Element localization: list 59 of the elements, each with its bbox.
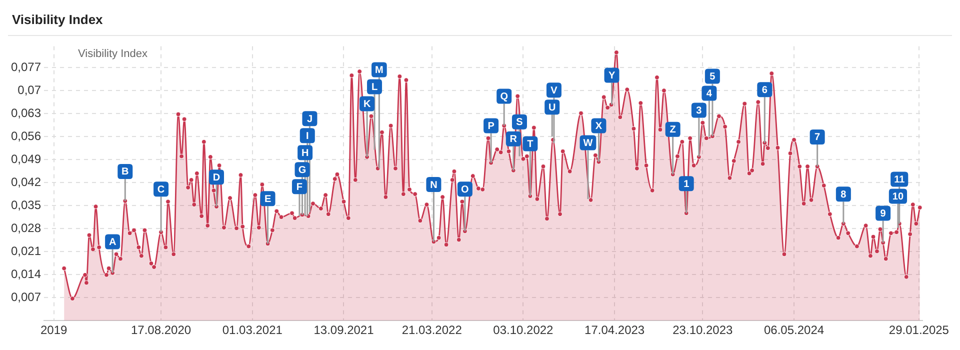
- x-tick-label: 21.03.2022: [402, 323, 462, 338]
- y-tick-label: 0,056: [11, 128, 42, 143]
- x-tick-label: 17.08.2020: [130, 323, 192, 338]
- y-tick-label: 0,014: [11, 266, 42, 281]
- y-tick-label: 0,063: [11, 106, 42, 120]
- annotation: 1: [684, 178, 690, 190]
- x-tick-label: 06.05.2024: [764, 323, 824, 338]
- annotation: D: [212, 172, 220, 184]
- y-tick-label: 0,07: [18, 82, 42, 97]
- annotation: W: [583, 138, 594, 150]
- annotation: Z: [670, 124, 676, 136]
- x-tick-label: 23.10.2023: [672, 323, 734, 338]
- annotation: 4: [706, 88, 712, 100]
- annotation: C: [157, 184, 165, 196]
- x-tick-label: 03.10.2022: [493, 323, 554, 338]
- annotation: 11: [894, 174, 906, 186]
- annotation: 9: [880, 208, 886, 220]
- legend-title: Visibility Index: [77, 47, 148, 62]
- x-tick-label: 2019: [40, 323, 68, 338]
- annotation: N: [430, 180, 438, 191]
- annotation: R: [510, 134, 518, 146]
- annotation: I: [306, 130, 309, 142]
- annotation: G: [298, 164, 306, 176]
- x-tick-label: 29.01.2025: [888, 323, 950, 338]
- annotation: B: [122, 166, 129, 178]
- annotation: 5: [710, 72, 716, 83]
- annotation: M: [375, 64, 384, 76]
- x-tick-label: 17.04.2023: [584, 323, 645, 338]
- annotation: U: [548, 102, 556, 114]
- y-tick-label: 0,042: [11, 174, 42, 189]
- y-tick-label: 0,035: [11, 198, 42, 212]
- annotation: 8: [840, 189, 847, 200]
- annotation: Q: [500, 91, 508, 102]
- annotation: F: [296, 182, 303, 193]
- annotation: J: [306, 114, 312, 125]
- annotation: O: [461, 184, 470, 196]
- y-tick-label: 0,077: [11, 60, 42, 74]
- annotation: 10: [892, 191, 904, 202]
- annotation: 6: [762, 84, 768, 96]
- annotation: H: [301, 148, 309, 159]
- y-tick-label: 0,007: [11, 290, 42, 304]
- annotation: L: [371, 82, 378, 93]
- chart-title: Visibility Index: [8, 8, 952, 36]
- annotation: T: [527, 139, 534, 150]
- x-tick-label: 01.03.2021: [222, 323, 283, 338]
- annotation: K: [363, 98, 372, 110]
- annotation: E: [264, 194, 272, 205]
- annotation: X: [595, 121, 602, 132]
- y-tick-label: 0,028: [11, 220, 42, 235]
- annotation: Y: [608, 70, 616, 82]
- y-tick-label: 0,021: [11, 244, 42, 258]
- annotation: S: [516, 117, 524, 128]
- annotation: V: [550, 85, 558, 96]
- y-tick-label: 0,049: [11, 152, 42, 166]
- annotation: P: [488, 120, 495, 132]
- x-tick-label: 13.09.2021: [314, 323, 374, 338]
- annotation: A: [108, 236, 116, 248]
- annotation: 3: [696, 106, 702, 117]
- annotation: 7: [814, 132, 821, 144]
